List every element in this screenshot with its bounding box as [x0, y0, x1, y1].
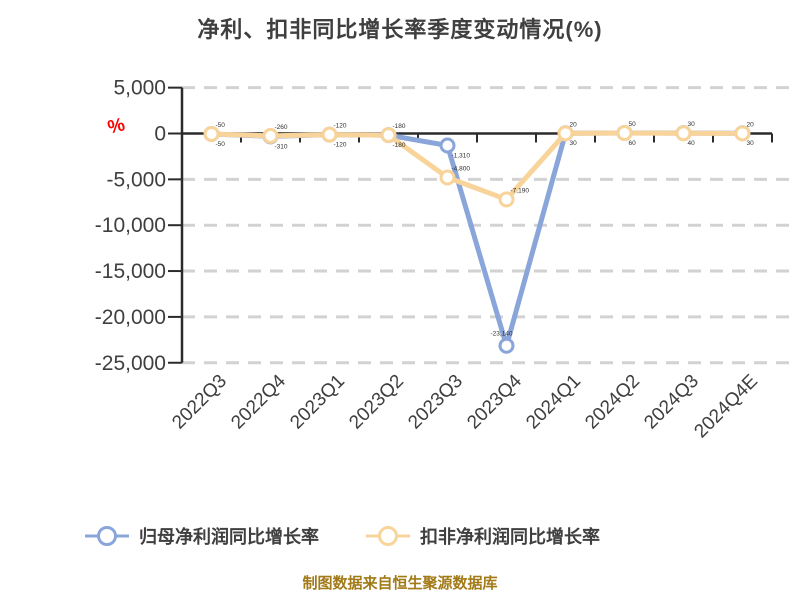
data-point-label: 40 [688, 140, 696, 147]
legend-label-non-recurring: 扣非净利润同比增长率 [420, 527, 600, 547]
x-tick-label: 2024Q2 [581, 371, 644, 434]
y-tick-label: -15,000 [95, 260, 166, 283]
legend-label-net-profit: 归母净利润同比增长率 [139, 527, 319, 547]
data-point-marker-1 [203, 125, 220, 142]
legend-marker-yellow-icon [366, 526, 410, 546]
chart-title: 净利、扣非同比增长率季度变动情况(%) [197, 17, 603, 42]
data-point-marker-1 [321, 126, 338, 143]
data-point-marker-1 [498, 191, 515, 208]
data-point-marker-1 [734, 125, 751, 142]
x-tick-label: 2023Q1 [286, 371, 349, 434]
data-point-label: 20 [747, 121, 755, 128]
series-line-0 [209, 130, 745, 349]
x-tick-label: 2024Q4E [690, 371, 762, 443]
data-point-marker-1 [675, 125, 692, 142]
y-tick-label: -25,000 [95, 352, 166, 375]
data-point-label: 50 [629, 121, 637, 128]
y-tick-label: -5,000 [106, 168, 166, 191]
x-tick-label: 2022Q4 [227, 370, 290, 433]
data-point-label: -4,800 [452, 166, 471, 173]
data-point-label: 60 [629, 140, 637, 147]
x-tick-label: 2023Q3 [404, 371, 467, 434]
legend-item-non-recurring: 扣非净利润同比增长率 [365, 523, 600, 549]
y-tick-label: 0 [154, 123, 166, 146]
data-point-label: 30 [688, 121, 696, 128]
series-line-1 [209, 130, 745, 202]
legend-marker-blue-icon [85, 526, 129, 546]
y-tick-label: -20,000 [95, 306, 166, 329]
data-point-label: -1,310 [452, 153, 471, 160]
data-point-label: 30 [570, 140, 578, 147]
data-point-marker-1 [616, 125, 633, 142]
data-source-caption: 制图数据来自恒生聚源数据库 [302, 575, 498, 592]
y-tick-label: -10,000 [95, 214, 166, 237]
data-point-marker-1 [262, 127, 279, 144]
x-tick-label: 2023Q4 [463, 370, 526, 433]
x-tick-label: 2023Q2 [345, 371, 408, 434]
line-chart-plot: 5,000 0 -5,000 -10,000 -15,000 -20,000 -25,000… [95, 77, 790, 443]
y-tick-label: 5,000 [113, 77, 166, 100]
data-point-label: -50 [216, 141, 226, 148]
data-point-label: -23,140 [491, 331, 513, 338]
data-point-label: -120 [334, 142, 347, 149]
data-point-label: -7,190 [511, 187, 530, 194]
data-point-label: 20 [570, 121, 578, 128]
data-point-marker-0 [439, 137, 456, 154]
legend-item-net-profit: 归母净利润同比增长率 [84, 523, 319, 549]
data-point-marker-0 [498, 337, 515, 354]
data-point-label: -180 [393, 123, 406, 130]
data-point-marker-1 [439, 169, 456, 186]
data-point-label: -120 [334, 123, 347, 130]
data-point-label: -180 [393, 142, 406, 149]
x-tick-label: 2022Q3 [168, 371, 231, 434]
data-point-label: -50 [216, 122, 226, 129]
data-point-label: 30 [747, 140, 755, 147]
data-point-marker-1 [380, 127, 397, 144]
data-point-marker-1 [557, 125, 574, 142]
data-point-label: -260 [275, 124, 288, 131]
x-tick-label: 2024Q1 [522, 371, 585, 434]
chart-legend: 归母净利润同比增长率 扣非净利润同比增长率 [0, 514, 742, 558]
data-point-label: -310 [275, 143, 288, 150]
